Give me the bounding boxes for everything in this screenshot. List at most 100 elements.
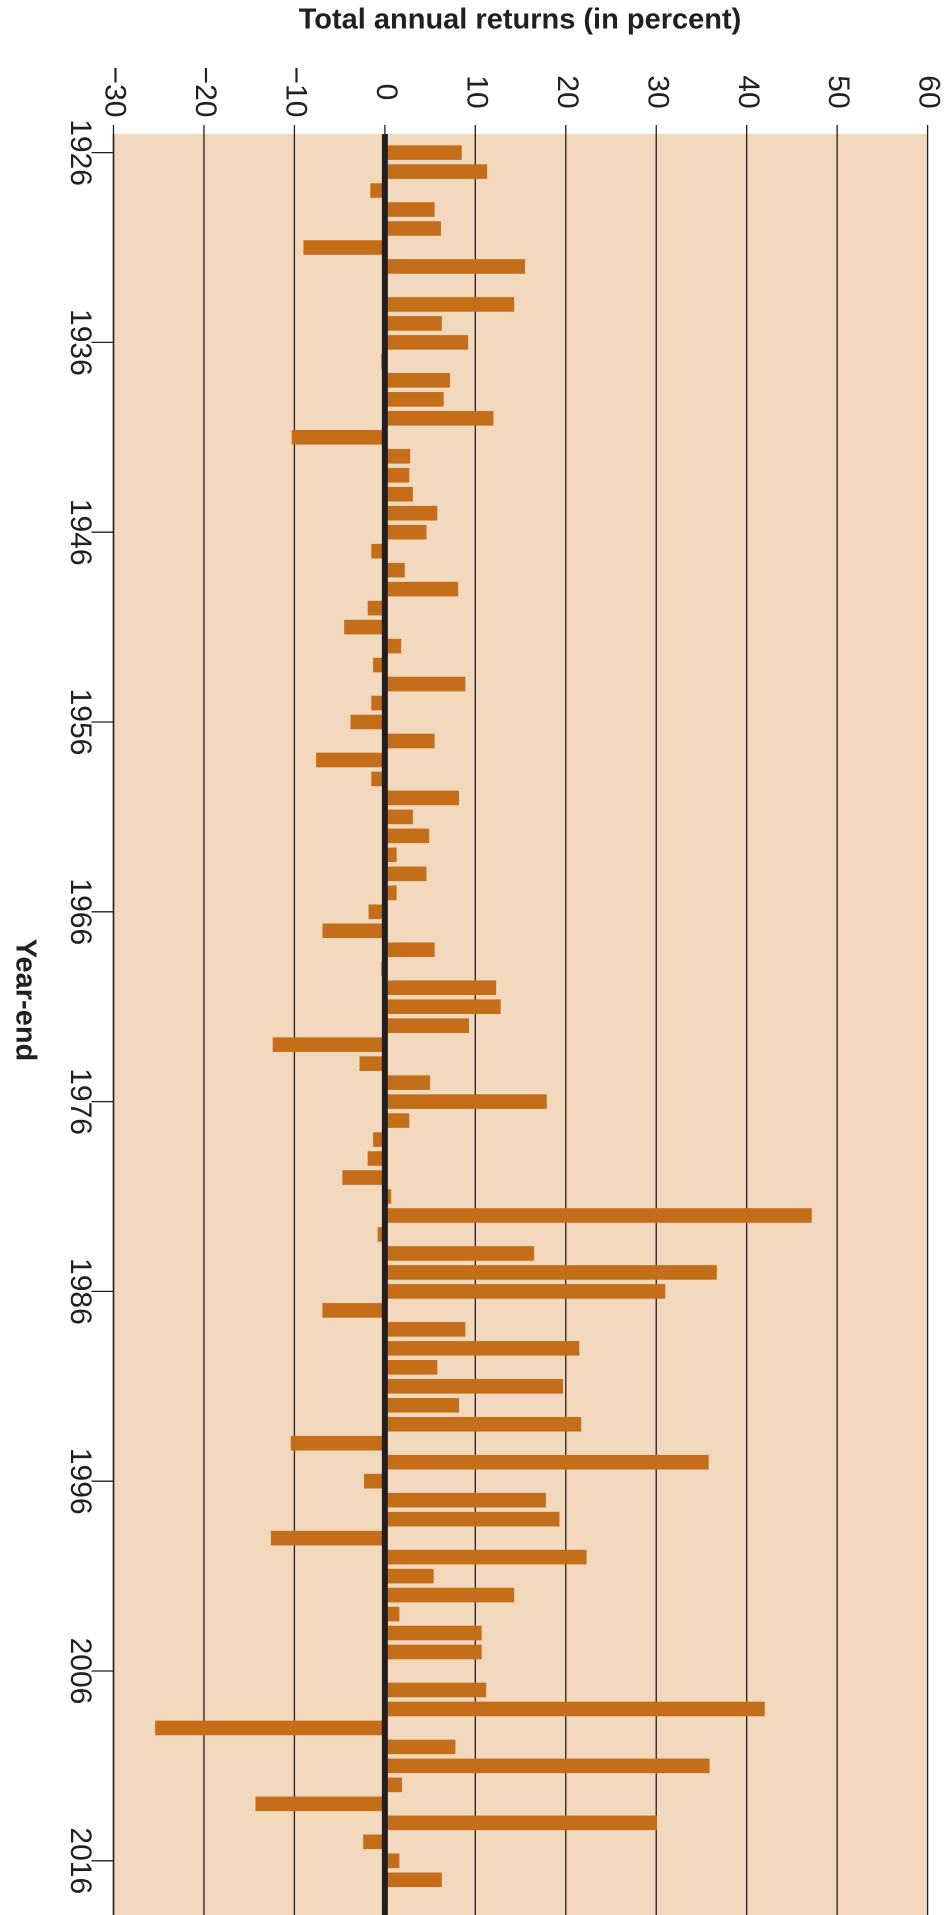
bar: [291, 430, 385, 445]
bar: [290, 1435, 385, 1451]
bar: [384, 581, 459, 597]
bar: [344, 619, 385, 635]
bar: [384, 373, 450, 388]
x-tick-label: 1936: [64, 309, 97, 376]
bar: [384, 297, 515, 312]
bar: [270, 1530, 385, 1546]
bar: [359, 1056, 385, 1071]
value-tick-label: 10: [460, 75, 493, 108]
bar: [350, 714, 385, 730]
bar: [272, 1037, 385, 1052]
bar: [384, 524, 427, 540]
bar: [384, 1094, 547, 1109]
bar: [384, 942, 435, 958]
bar: [384, 1454, 709, 1470]
bar: [373, 657, 385, 673]
bar: [367, 600, 385, 616]
bar: [384, 1189, 392, 1204]
bar: [384, 562, 405, 578]
bar: [342, 1170, 385, 1185]
bar: [384, 1777, 403, 1793]
x-tick-label: 1956: [64, 689, 97, 756]
x-tick-label: 1996: [64, 1448, 97, 1515]
value-tick-label: 30: [641, 75, 674, 108]
bar: [384, 999, 501, 1014]
bar: [384, 733, 435, 749]
bar: [384, 1549, 587, 1565]
bar: [255, 1796, 385, 1812]
bar: [384, 221, 441, 236]
bar: [322, 923, 385, 939]
bar: [384, 1360, 438, 1375]
bar: [384, 1265, 717, 1280]
bar: [384, 1682, 487, 1698]
bar: [384, 411, 494, 426]
bar: [384, 828, 430, 844]
bar: [384, 202, 435, 217]
x-tick-label: 1926: [64, 119, 97, 186]
bar: [384, 1341, 580, 1356]
bar: [384, 1625, 482, 1641]
bar: [384, 1246, 535, 1261]
bar: [384, 1701, 765, 1717]
bar: [373, 1132, 385, 1147]
bar: [384, 980, 497, 996]
bar: [384, 467, 410, 483]
bar: [364, 1473, 385, 1489]
x-tick-label: 1976: [64, 1068, 97, 1135]
bar: [371, 695, 385, 711]
bar: [384, 164, 488, 179]
bar: [384, 316, 442, 331]
bar: [377, 1227, 385, 1242]
value-tick-label: 0: [370, 84, 403, 101]
bar: [316, 752, 385, 768]
bar: [384, 1113, 410, 1128]
bar: [384, 790, 460, 806]
value-tick-label: 50: [822, 75, 855, 108]
value-tick-label: 40: [732, 75, 765, 108]
plot-background: [113, 134, 928, 1915]
bar: [384, 1379, 564, 1394]
x-tick-label: 1946: [64, 499, 97, 566]
bar: [384, 1322, 466, 1337]
bar: [370, 183, 385, 198]
x-axis-title: Year-end: [9, 939, 41, 1062]
value-tick-label: −20: [189, 67, 222, 118]
bar: [367, 1151, 385, 1166]
bar: [384, 1739, 456, 1755]
bar: [384, 1644, 482, 1660]
bar: [384, 505, 438, 521]
bar: [384, 259, 526, 274]
bar: [384, 1397, 460, 1413]
bar: [384, 847, 397, 863]
bar: [384, 1208, 812, 1223]
bar: [384, 1075, 431, 1090]
bar: [384, 486, 413, 502]
bar: [303, 240, 385, 255]
bar: [384, 1416, 582, 1432]
bar: [384, 1758, 710, 1774]
x-tick-label: 1966: [64, 878, 97, 945]
value-tick-label: −30: [99, 67, 132, 118]
bar: [384, 1587, 515, 1603]
bar: [384, 1853, 400, 1869]
bar: [384, 1568, 434, 1584]
bar: [371, 771, 385, 787]
x-tick-label: 2016: [64, 1827, 97, 1894]
bar: [384, 145, 462, 160]
bar: [322, 1303, 385, 1318]
bar: [384, 1815, 658, 1831]
value-tick-label: −10: [279, 67, 312, 118]
bar: [155, 1720, 385, 1736]
bar: [363, 1834, 385, 1850]
bar: [384, 638, 402, 654]
bar: [384, 676, 466, 692]
bar: [371, 543, 385, 559]
bar: [384, 1018, 469, 1033]
bar: [384, 809, 413, 825]
x-tick-label: 1986: [64, 1258, 97, 1325]
bar: [384, 866, 427, 882]
bar: [384, 1284, 666, 1299]
